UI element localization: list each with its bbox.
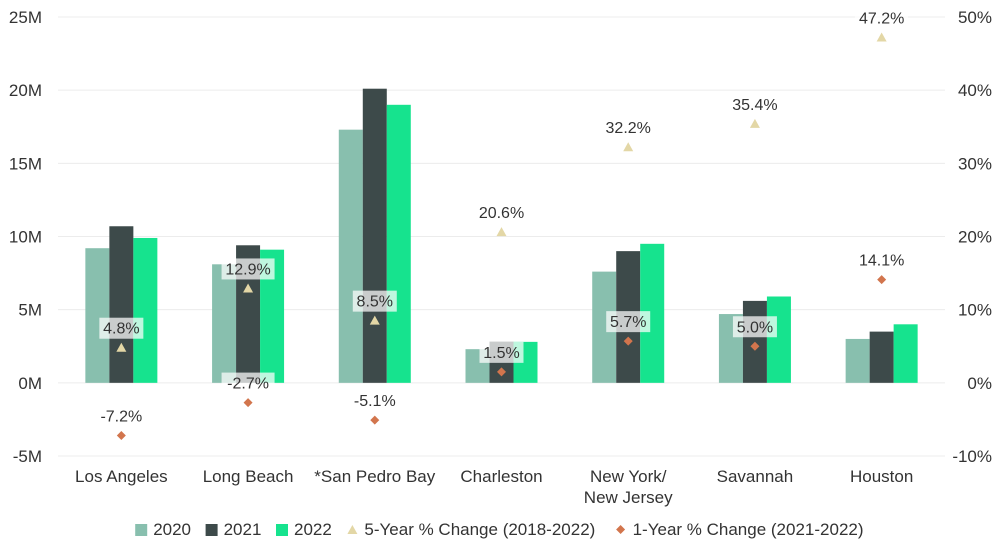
data-label-background — [352, 290, 397, 312]
data-label-background — [606, 311, 651, 333]
y-left-tick-label: 15M — [9, 154, 42, 173]
legend-label: 1-Year % Change (2021-2022) — [633, 520, 864, 539]
data-label-background — [601, 117, 655, 139]
bar — [845, 338, 870, 383]
legend-label: 2020 — [153, 520, 191, 539]
triangle-marker — [369, 315, 380, 325]
data-label-background — [479, 341, 524, 363]
data-label: -2.7% — [227, 376, 269, 393]
legend-swatch — [205, 524, 218, 536]
diamond-marker — [370, 415, 380, 425]
legend-swatch — [276, 524, 288, 536]
triangle-marker — [116, 342, 127, 352]
data-label-background — [855, 7, 909, 29]
x-tick-label: Savannah — [717, 467, 794, 486]
data-label: 12.9% — [225, 261, 270, 278]
data-label-background — [732, 316, 777, 338]
data-label-background — [855, 249, 909, 271]
y-left-tick-label: -5M — [13, 447, 42, 466]
x-tick-label: New Jersey — [584, 488, 673, 507]
y-left-tick-label: 0M — [18, 374, 42, 393]
data-label: 4.8% — [103, 321, 139, 338]
diamond-marker — [116, 431, 126, 441]
data-label-background — [728, 93, 782, 115]
y-right-tick-label: 40% — [958, 81, 992, 100]
data-label: 32.2% — [606, 120, 651, 137]
x-tick-label: New York/ — [590, 467, 667, 486]
y-left-tick-label: 25M — [9, 8, 42, 27]
data-label-background — [221, 372, 275, 394]
data-label: 8.5% — [357, 294, 393, 311]
data-label-background — [94, 405, 148, 427]
data-label-background — [99, 317, 144, 339]
triangle-marker — [243, 283, 254, 293]
diamond-marker — [243, 398, 253, 408]
legend-diamond-marker — [616, 525, 626, 534]
data-label: -5.1% — [354, 393, 396, 410]
bar — [869, 331, 894, 383]
gridlines — [58, 16, 945, 457]
bar — [133, 237, 158, 383]
marker-series — [116, 32, 887, 441]
y-right-tick-label: 50% — [958, 8, 992, 27]
legend-label: 2021 — [224, 520, 262, 539]
data-label: 20.6% — [479, 205, 524, 222]
data-label: 35.4% — [732, 97, 777, 114]
triangle-marker — [623, 142, 634, 152]
diamond-marker — [877, 275, 887, 285]
y-right-tick-label: 10% — [958, 301, 992, 320]
data-label-background — [348, 390, 402, 412]
x-tick-label: *San Pedro Bay — [314, 467, 435, 486]
y-right-tick-label: 20% — [958, 228, 992, 247]
data-label-background — [475, 202, 528, 224]
bar — [85, 248, 110, 383]
data-label-background — [221, 258, 275, 280]
legend: 2020 2021 2022 5-Year % Change (2018-2022) 1… — [135, 520, 864, 539]
x-tick-label: Houston — [850, 467, 913, 486]
data-label: 5.0% — [737, 319, 773, 336]
bar — [212, 264, 237, 383]
bar — [338, 129, 363, 383]
data-labels: 4.8% 12.9% 8.5% 20.6% 32.2% 35.4% 47.2% -7.2% -2… — [94, 7, 909, 427]
bar — [766, 296, 791, 383]
diamond-marker — [497, 367, 506, 377]
x-tick-label: Long Beach — [203, 467, 294, 486]
legend-swatch — [135, 524, 148, 536]
data-label: -7.2% — [100, 409, 142, 426]
data-label: 14.1% — [859, 253, 904, 270]
diamond-marker — [750, 341, 760, 351]
triangle-marker — [749, 118, 760, 128]
data-label: 5.7% — [610, 314, 646, 331]
bar — [386, 104, 411, 383]
y-left-tick-label: 20M — [9, 81, 42, 100]
bar — [236, 245, 261, 383]
x-tick-label: Charleston — [460, 467, 542, 486]
legend-label: 5-Year % Change (2018-2022) — [364, 520, 595, 539]
y-right-tick-label: 30% — [958, 154, 992, 173]
x-tick-label: Los Angeles — [75, 467, 168, 486]
bar — [893, 324, 918, 383]
y-right-tick-label: -10% — [952, 447, 992, 466]
y-left-tick-label: 5M — [18, 301, 42, 320]
legend-triangle-marker — [347, 525, 358, 534]
triangle-marker — [496, 227, 507, 237]
diamond-marker — [623, 336, 633, 346]
axes: -5M 0M 5M 10M 15M 20M 25M -10% 0% 10% 20% 30% 40% 50%… — [9, 8, 992, 507]
legend-label: 2022 — [294, 520, 332, 539]
triangle-marker — [876, 32, 887, 42]
y-right-tick-label: 0% — [967, 374, 992, 393]
y-left-tick-label: 10M — [9, 228, 42, 247]
data-label: 1.5% — [483, 345, 519, 362]
bar — [109, 226, 134, 383]
bar — [362, 88, 387, 383]
data-label: 47.2% — [859, 10, 904, 27]
